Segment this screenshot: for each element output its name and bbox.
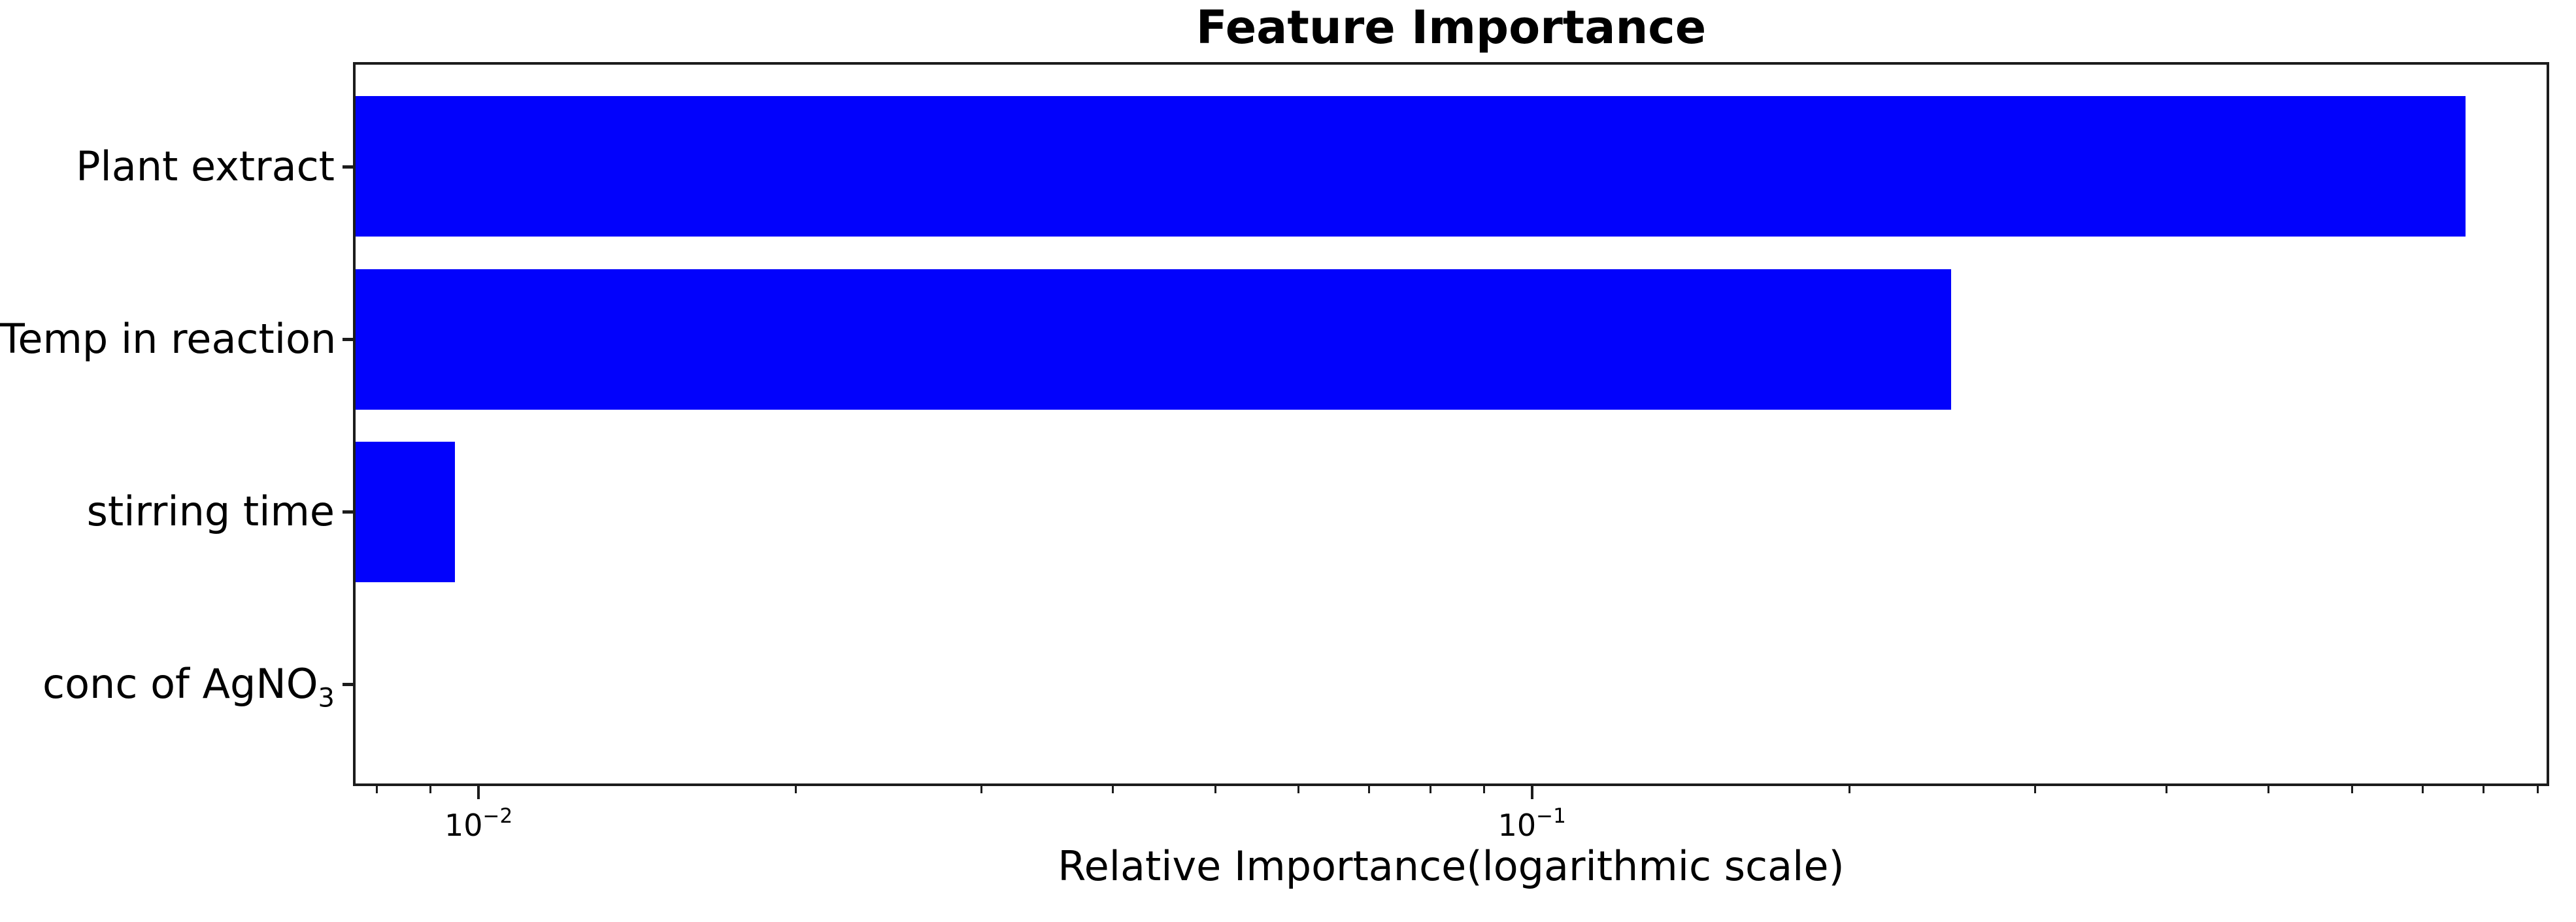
bar-stirring-time	[356, 441, 456, 582]
y-tick-mark	[343, 338, 353, 342]
x-minor-tick-mark	[375, 785, 378, 793]
plot-area	[353, 62, 2549, 786]
x-major-tick-mark	[1530, 785, 1533, 799]
x-minor-tick-mark	[795, 785, 797, 793]
y-tick-label: conc of AgNO3	[42, 660, 335, 714]
x-minor-tick-mark	[1297, 785, 1300, 793]
x-tick-label: 10−2	[444, 804, 513, 843]
x-minor-tick-mark	[2350, 785, 2353, 793]
x-minor-tick-mark	[2033, 785, 2036, 793]
bar-temp-in-reaction	[356, 269, 1952, 410]
x-minor-tick-mark	[2536, 785, 2539, 793]
bar-plant-extract	[356, 96, 2466, 237]
y-tick-mark	[343, 510, 353, 514]
x-minor-tick-mark	[980, 785, 983, 793]
y-tick-mark	[343, 165, 353, 169]
x-major-tick-mark	[477, 785, 480, 799]
y-tick-label: stirring time	[86, 487, 335, 536]
exponent: −1	[1536, 804, 1566, 828]
y-tick-label: Plant extract	[76, 142, 335, 190]
x-minor-tick-mark	[1429, 785, 1431, 793]
x-minor-tick-mark	[1482, 785, 1485, 793]
x-axis-label: Relative Importance(logarithmic scale)	[1058, 842, 1845, 890]
x-minor-tick-mark	[2421, 785, 2424, 793]
x-minor-tick-mark	[1112, 785, 1114, 793]
x-minor-tick-mark	[1848, 785, 1850, 793]
y-tick-mark	[343, 683, 353, 687]
chart-title: Feature Importance	[1196, 1, 1707, 54]
subscript: 3	[318, 683, 335, 714]
x-minor-tick-mark	[429, 785, 432, 793]
x-minor-tick-mark	[2165, 785, 2167, 793]
x-minor-tick-mark	[2267, 785, 2270, 793]
x-minor-tick-mark	[1214, 785, 1216, 793]
exponent: −2	[482, 804, 513, 828]
x-minor-tick-mark	[1368, 785, 1371, 793]
x-tick-label: 10−1	[1497, 804, 1566, 843]
x-minor-tick-mark	[2483, 785, 2485, 793]
y-tick-label: Temp in reaction	[0, 315, 337, 363]
